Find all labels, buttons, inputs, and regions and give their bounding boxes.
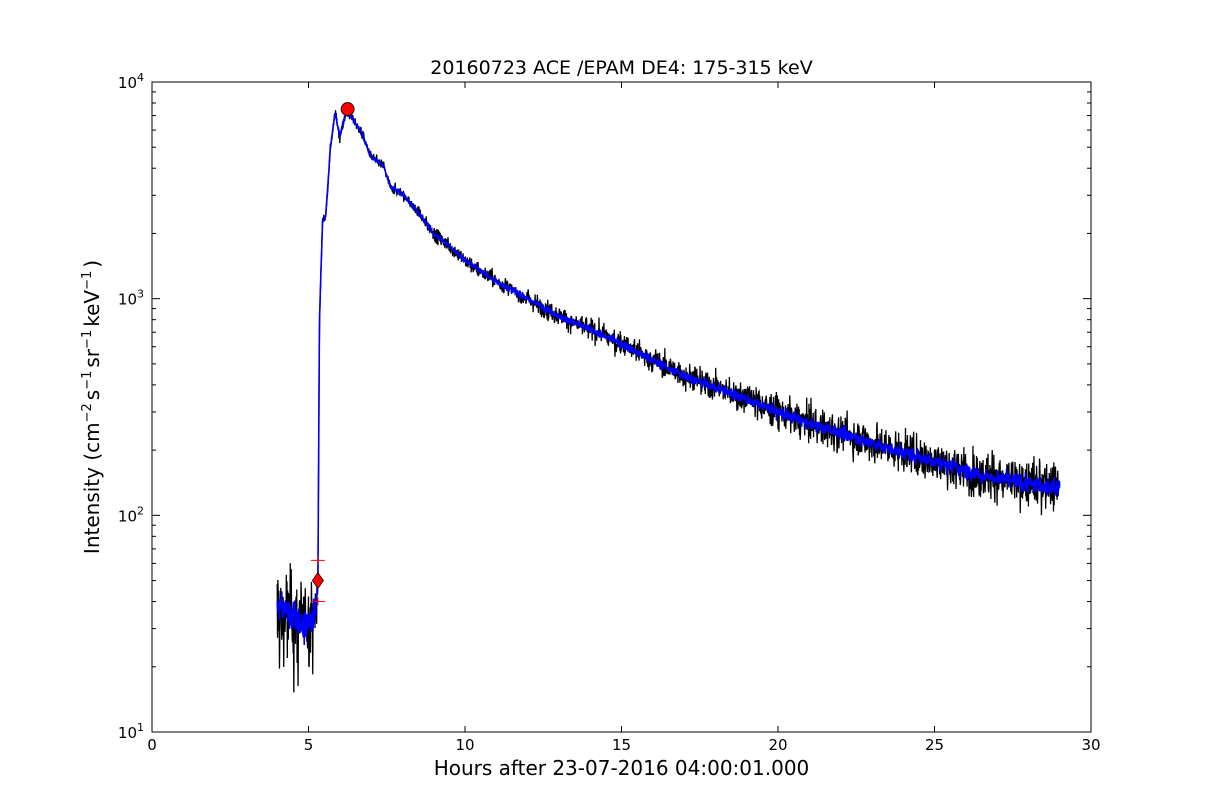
x-axis-label: Hours after 23-07-2016 04:00:01.000 bbox=[434, 756, 810, 780]
y-axis-label-kev: keV bbox=[80, 290, 104, 327]
x-tick-label: 20 bbox=[768, 736, 787, 754]
series-layer bbox=[276, 107, 1061, 693]
y-axis-label-prefix: Intensity (cm bbox=[80, 422, 104, 554]
y-axis-label-s: s bbox=[80, 390, 104, 400]
series-line-smoothed bbox=[276, 109, 1061, 645]
x-tick-label: 10 bbox=[455, 736, 474, 754]
onset-bound-marker bbox=[310, 597, 325, 606]
y-axis-label-s-exp: −1 bbox=[80, 371, 95, 390]
y-axis-label-kev-exp: −1 bbox=[80, 271, 95, 290]
x-tick-label: 25 bbox=[925, 736, 944, 754]
y-axis-label: Intensity (cm−2s−1sr−1keV−1) bbox=[80, 260, 104, 554]
chart-title: 20160723 ACE /EPAM DE4: 175-315 keV bbox=[430, 57, 812, 79]
y-tick-label: 103 bbox=[118, 288, 144, 309]
y-axis-label-suffix: ) bbox=[80, 260, 104, 268]
x-tick-label: 5 bbox=[304, 736, 314, 754]
marker-layer bbox=[310, 102, 355, 606]
y-tick-label: 104 bbox=[118, 71, 144, 92]
onset-bound-marker bbox=[310, 556, 325, 565]
x-tick-label: 15 bbox=[612, 736, 631, 754]
y-tick-label: 102 bbox=[118, 504, 144, 525]
y-tick-label: 101 bbox=[118, 721, 144, 742]
onset-marker bbox=[311, 571, 324, 590]
y-axis-label-sr-exp: −1 bbox=[80, 330, 95, 349]
x-tick-label: 30 bbox=[1081, 736, 1100, 754]
tick-layer: 0 5 10 15 20 25 30 101 102 103 104 bbox=[118, 71, 1101, 754]
x-tick-label: 0 bbox=[147, 736, 157, 754]
y-axis-label-cm-exp: −2 bbox=[80, 403, 95, 422]
y-axis-label-sr: sr bbox=[80, 348, 104, 367]
peak-marker bbox=[340, 102, 355, 116]
